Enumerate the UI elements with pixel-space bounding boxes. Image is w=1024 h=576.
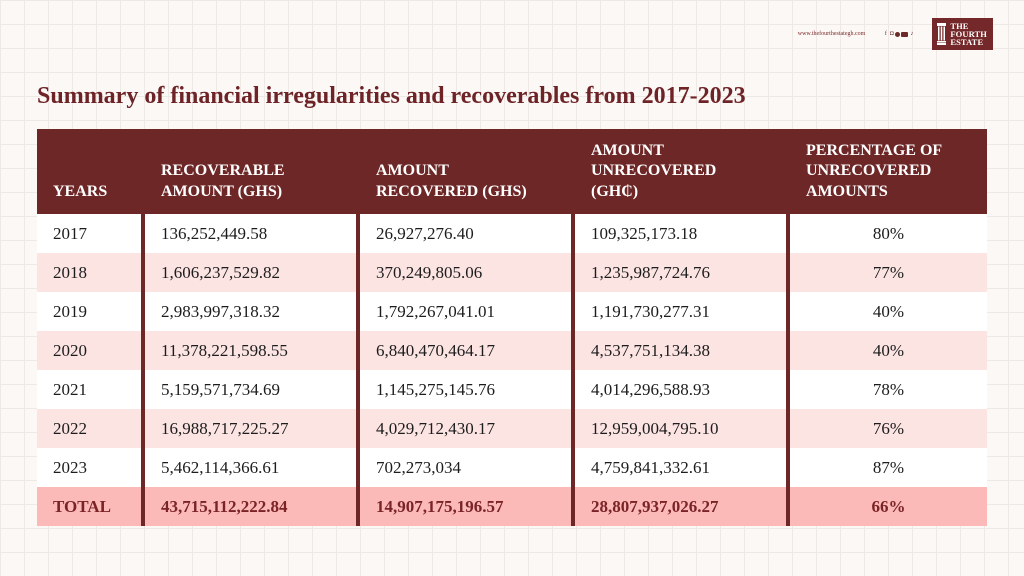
recovered-cell: 6,840,470,464.17 <box>358 331 575 370</box>
percentage-cell: 77% <box>788 253 987 292</box>
column-header-line: RECOVERABLE <box>161 162 285 179</box>
column-header-line: RECOVERED (GHS) <box>376 182 527 200</box>
threads-icon[interactable] <box>895 31 901 37</box>
total-recoverable-cell: 43,715,112,222.84 <box>143 487 360 526</box>
recovered-cell: 4,029,712,430.17 <box>358 409 575 448</box>
recoverable-cell: 136,252,449.58 <box>143 214 360 253</box>
column-header-recoverable-amount: RECOVERABLE AMOUNT (GHS) <box>143 129 360 214</box>
total-recovered-cell: 14,907,175,196.57 <box>358 487 575 526</box>
column-header-line: YEARS <box>53 182 108 200</box>
instagram-icon[interactable]: ◘ <box>890 31 894 37</box>
logo-line: ESTATE <box>950 37 984 47</box>
percentage-cell: 40% <box>788 292 987 331</box>
social-links: f ◘ ♪ <box>883 31 914 37</box>
unrecovered-cell: 4,759,841,332.61 <box>573 448 790 487</box>
column-header-line: AMOUNTS <box>806 182 888 200</box>
column-header-line: AMOUNT (GHS) <box>161 182 283 200</box>
total-unrecovered-cell: 28,807,937,026.27 <box>573 487 790 526</box>
year-cell: 2022 <box>37 409 145 448</box>
year-cell: 2020 <box>37 331 145 370</box>
table-header: YEARS RECOVERABLE AMOUNT (GHS) AMOUNT RECOVE… <box>37 129 987 214</box>
year-cell: 2023 <box>37 448 145 487</box>
column-header-amount-unrecovered: AMOUNT UNRECOVERED (GH₵) <box>573 129 790 214</box>
table-body: 2017 136,252,449.58 26,927,276.40 109,325,1… <box>37 214 987 526</box>
recoverable-cell: 2,983,997,318.32 <box>143 292 360 331</box>
column-header-line: AMOUNT <box>591 141 664 159</box>
table-row: 2017 136,252,449.58 26,927,276.40 109,325,1… <box>37 214 987 253</box>
recovered-cell: 370,249,805.06 <box>358 253 575 292</box>
year-cell: 2018 <box>37 253 145 292</box>
total-year-cell: TOTAL <box>37 487 145 526</box>
recoverable-cell: 5,159,571,734.69 <box>143 370 360 409</box>
recoverable-cell: 5,462,114,366.61 <box>143 448 360 487</box>
percentage-cell: 40% <box>788 331 987 370</box>
total-percentage-cell: 66% <box>788 487 987 526</box>
top-bar: www.thefourthestategh.com f ◘ ♪ THE FOUR… <box>798 18 993 50</box>
recoverable-cell: 11,378,221,598.55 <box>143 331 360 370</box>
unrecovered-cell: 1,191,730,277.31 <box>573 292 790 331</box>
logo-wordmark: THE FOURTH ESTATE <box>950 21 987 47</box>
header-row: YEARS RECOVERABLE AMOUNT (GHS) AMOUNT RECOVE… <box>37 129 987 214</box>
logo-line: THE <box>950 21 969 31</box>
column-header-line: UNRECOVERED <box>591 162 717 179</box>
unrecovered-cell: 4,537,751,134.38 <box>573 331 790 370</box>
logo-line: FOURTH <box>950 29 987 39</box>
year-cell: 2017 <box>37 214 145 253</box>
column-header-line: AMOUNT <box>376 162 449 179</box>
page-title: Summary of financial irregularities and … <box>37 83 746 109</box>
recoverable-cell: 1,606,237,529.82 <box>143 253 360 292</box>
column-header-percentage-unrecovered: PERCENTAGE OF UNRECOVERED AMOUNTS <box>788 129 987 214</box>
pillar-icon <box>937 23 947 45</box>
column-header-line: (GH₵) <box>591 182 639 200</box>
table-row: 2019 2,983,997,318.32 1,792,267,041.01 1,19… <box>37 292 987 331</box>
column-header-line: PERCENTAGE OF <box>806 141 943 159</box>
recovered-cell: 26,927,276.40 <box>358 214 575 253</box>
brand-logo: THE FOURTH ESTATE <box>932 18 993 50</box>
percentage-cell: 76% <box>788 409 987 448</box>
recovered-cell: 1,792,267,041.01 <box>358 292 575 331</box>
percentage-cell: 80% <box>788 214 987 253</box>
table-row: 2022 16,988,717,225.27 4,029,712,430.17 12,… <box>37 409 987 448</box>
table-row: 2018 1,606,237,529.82 370,249,805.06 1,235,… <box>37 253 987 292</box>
facebook-icon[interactable]: f <box>884 31 887 37</box>
table-row: 2023 5,462,114,366.61 702,273,034 4,759,841… <box>37 448 987 487</box>
percentage-cell: 78% <box>788 370 987 409</box>
youtube-icon[interactable] <box>901 31 909 37</box>
year-cell: 2021 <box>37 370 145 409</box>
total-row: TOTAL 43,715,112,222.84 14,907,175,196.57 2… <box>37 487 987 526</box>
recovered-cell: 702,273,034 <box>358 448 575 487</box>
column-header-years: YEARS <box>37 129 145 214</box>
website-link[interactable]: www.thefourthestategh.com <box>797 31 866 37</box>
unrecovered-cell: 12,959,004,795.10 <box>573 409 790 448</box>
irregularities-table: YEARS RECOVERABLE AMOUNT (GHS) AMOUNT RECOVE… <box>37 129 987 526</box>
tiktok-icon[interactable]: ♪ <box>910 31 914 37</box>
recoverable-cell: 16,988,717,225.27 <box>143 409 360 448</box>
table-row: 2020 11,378,221,598.55 6,840,470,464.17 4,5… <box>37 331 987 370</box>
table-row: 2021 5,159,571,734.69 1,145,275,145.76 4,01… <box>37 370 987 409</box>
column-header-amount-recovered: AMOUNT RECOVERED (GHS) <box>358 129 575 214</box>
year-cell: 2019 <box>37 292 145 331</box>
unrecovered-cell: 1,235,987,724.76 <box>573 253 790 292</box>
unrecovered-cell: 4,014,296,588.93 <box>573 370 790 409</box>
column-header-line: UNRECOVERED <box>806 162 932 179</box>
percentage-cell: 87% <box>788 448 987 487</box>
recovered-cell: 1,145,275,145.76 <box>358 370 575 409</box>
unrecovered-cell: 109,325,173.18 <box>573 214 790 253</box>
